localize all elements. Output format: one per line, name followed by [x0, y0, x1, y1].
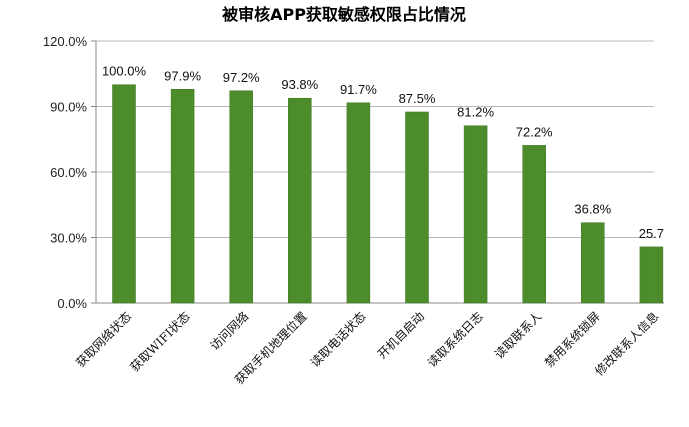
data-label: 72.2%	[516, 124, 553, 139]
bar	[170, 89, 195, 304]
bar	[405, 111, 429, 304]
bars	[112, 84, 664, 304]
data-label: 93.8%	[281, 77, 318, 92]
bar	[463, 125, 488, 304]
y-tick-label: 120.0%	[43, 34, 88, 49]
bar	[112, 84, 136, 304]
data-label: 100.0%	[102, 64, 147, 79]
axes: 0.0% 30.0% 60.0% 90.0% 120.0%	[43, 34, 664, 311]
data-label: 81.2%	[457, 105, 494, 120]
bar	[346, 102, 371, 304]
y-tick-label: 90.0%	[50, 100, 87, 115]
data-label: 97.2%	[223, 70, 260, 85]
data-labels: 100.0% 97.9% 97.2% 93.8% 91.7% 87.5% 81.2% 72.2…	[102, 64, 664, 241]
bar	[288, 97, 312, 304]
y-tick-label: 30.0%	[50, 231, 87, 246]
category-label: 获取WIFI状态	[128, 309, 193, 374]
category-label: 读取联系人	[492, 309, 544, 361]
bar	[639, 246, 664, 304]
bar	[229, 90, 253, 304]
category-label: 开机自启动	[375, 309, 427, 361]
category-label: 获取网络状态	[73, 309, 135, 371]
bar	[522, 145, 546, 304]
chart-title: 被审核APP获取敏感权限占比情况	[222, 5, 466, 24]
bar	[581, 222, 605, 304]
category-label: 读取系统日志	[425, 309, 486, 370]
data-label: 91.7%	[340, 82, 377, 97]
y-tick-label: 0.0%	[57, 296, 87, 311]
category-label: 读取电话状态	[308, 309, 369, 370]
category-label: 禁用系统锁屏	[541, 309, 603, 371]
data-label: 36.8%	[574, 202, 611, 217]
data-label: 25.7	[639, 226, 664, 241]
category-label: 访问网络	[207, 309, 252, 354]
y-tick-label: 60.0%	[50, 165, 87, 180]
data-label: 97.9%	[164, 68, 201, 83]
data-label: 87.5%	[399, 91, 436, 106]
